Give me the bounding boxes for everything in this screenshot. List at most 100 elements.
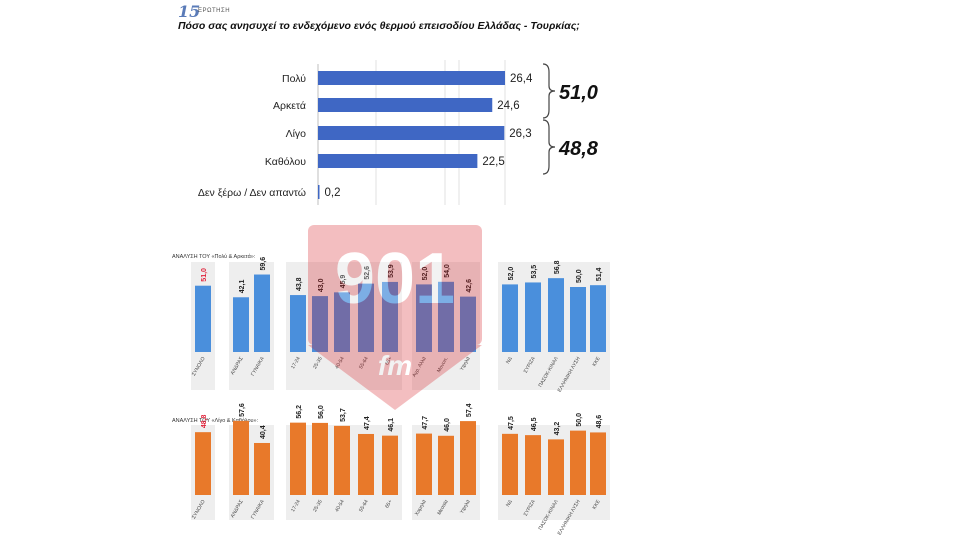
- logo-subtitle: ΕΡΩΤΗΣΗ: [198, 8, 231, 14]
- panel-category-label: ΚΚΕ: [592, 498, 603, 510]
- panel-value-label: 54,0: [444, 264, 451, 278]
- panel-bar: [502, 433, 518, 495]
- panel-bar: [312, 422, 328, 495]
- panel-value-label: 42,1: [239, 280, 246, 294]
- panel-category-label: 25-35: [312, 356, 324, 370]
- h-category-label: Πολύ: [282, 73, 306, 85]
- panel-value-label: 57,6: [239, 403, 246, 417]
- panel-bar: [570, 287, 586, 352]
- panel-bar: [570, 430, 586, 495]
- panel-value-label: 48,6: [596, 415, 603, 429]
- panel-bar: [590, 285, 606, 352]
- h-bar: [318, 154, 478, 168]
- svg-text:fm: fm: [378, 350, 412, 381]
- panel-bar: [358, 283, 374, 352]
- logo: 15: [178, 2, 201, 21]
- panel-value-label: 47,5: [508, 416, 515, 430]
- panel-value-label: 46,1: [388, 418, 395, 432]
- h-value-label: 26,3: [509, 128, 531, 140]
- panel-value-label: 52,0: [422, 267, 429, 281]
- h-bar: [318, 126, 505, 140]
- panel-bar: [460, 421, 476, 495]
- panel-value-label: 47,7: [422, 416, 429, 430]
- h-bar: [318, 98, 493, 112]
- panel-bar: [233, 420, 249, 495]
- group-bracket: [542, 119, 556, 175]
- panel-bar: [334, 292, 350, 352]
- panel-category-label: 17-24: [290, 356, 302, 370]
- panel-category-label: 17-24: [290, 499, 302, 513]
- h-category-label: Αρκετά: [273, 100, 306, 112]
- panel-bar: [416, 433, 432, 495]
- panel-bar: [438, 281, 454, 352]
- panel-value-label: 51,0: [201, 268, 208, 282]
- panel-value-label: 43,8: [296, 277, 303, 291]
- panel-value-label: 42,6: [466, 279, 473, 293]
- panel-bar: [254, 442, 270, 495]
- h-bar: [318, 185, 320, 199]
- group-bracket: [542, 63, 556, 119]
- panel-value-label: 56,8: [554, 260, 561, 274]
- panel-bar: [548, 439, 564, 495]
- question-title: Πόσο σας ανησυχεί το ενδεχόμενο ενός θερ…: [178, 20, 580, 32]
- panel-bar: [312, 296, 328, 352]
- panel-category-label: 25-35: [312, 499, 324, 513]
- h-value-label: 22,5: [482, 156, 504, 168]
- panel-category-label: ΚΚΕ: [592, 355, 603, 367]
- panel-bar: [438, 435, 454, 495]
- h-category-label: Λίγο: [286, 128, 307, 140]
- panel-value-label: 48,8: [201, 414, 208, 428]
- panel-value-label: 56,0: [318, 405, 325, 419]
- panel-value-label: 50,0: [576, 269, 583, 283]
- panel-value-label: 53,5: [531, 265, 538, 279]
- panel-value-label: 46,0: [444, 418, 451, 432]
- panel-value-label: 59,6: [260, 257, 267, 271]
- panel-category-label: 65+: [384, 356, 393, 366]
- panel-bar: [195, 432, 211, 495]
- panel-bar: [525, 282, 541, 352]
- panel-value-label: 51,4: [596, 267, 603, 281]
- panel-bar: [254, 274, 270, 352]
- h-category-label: Δεν ξέρω / Δεν απαντώ: [198, 187, 306, 199]
- panel-value-label: 52,6: [364, 266, 371, 280]
- panel-value-label: 50,0: [576, 413, 583, 427]
- panel-value-label: 47,4: [364, 416, 371, 430]
- panel-bar: [460, 296, 476, 352]
- h-value-label: 0,2: [325, 187, 341, 199]
- panel-bar: [290, 295, 306, 352]
- panel-category-label: ΝΔ: [505, 498, 514, 508]
- panel-title: ΑΝΑΛΥΣΗ ΤΟΥ «Λίγο & Καθόλου»:: [172, 417, 259, 424]
- panel-bar: [382, 435, 398, 495]
- h-category-label: Καθόλου: [265, 156, 306, 168]
- panel-bar: [525, 435, 541, 495]
- h-value-label: 24,6: [497, 100, 519, 112]
- group-total-label: 51,0: [559, 82, 598, 104]
- panel-bar: [334, 425, 350, 495]
- h-value-label: 26,4: [510, 73, 533, 85]
- panel-bar: [233, 297, 249, 352]
- panel-value-label: 53,9: [388, 264, 395, 278]
- panel-value-label: 43,2: [554, 422, 561, 436]
- h-bar: [318, 71, 505, 85]
- panel-bar: [416, 284, 432, 352]
- panel-category-label: 55-64: [358, 356, 370, 370]
- panel-title: ΑΝΑΛΥΣΗ ΤΟΥ «Πολύ & Αρκετά»:: [172, 253, 256, 260]
- panel-bar: [195, 285, 211, 352]
- panel-value-label: 53,7: [340, 408, 347, 422]
- panel-value-label: 57,4: [466, 403, 473, 417]
- panel-value-label: 46,5: [531, 417, 538, 431]
- panel-bar: [290, 422, 306, 495]
- panel-value-label: 45,9: [340, 275, 347, 289]
- panel-bar: [502, 284, 518, 352]
- panel-bar: [358, 433, 374, 495]
- panel-value-label: 52,0: [508, 267, 515, 281]
- panel-category-label: 65+: [384, 499, 393, 509]
- group-total-label: 48,8: [558, 138, 599, 160]
- panel-bar: [590, 432, 606, 495]
- panel-bar: [382, 281, 398, 352]
- panel-value-label: 40,4: [260, 425, 267, 439]
- panel-category-label: ΝΔ: [505, 355, 514, 365]
- panel-category-label: 40-54: [334, 499, 346, 513]
- panel-category-label: 40-54: [334, 356, 346, 370]
